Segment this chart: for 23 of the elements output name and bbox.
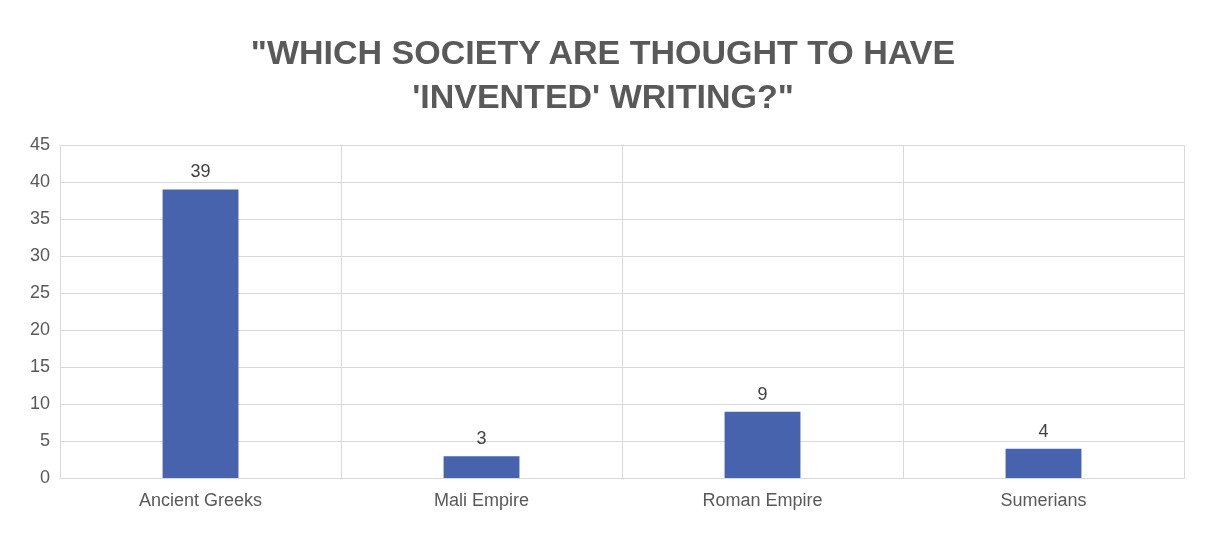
y-tick-label: 5	[40, 430, 51, 451]
x-tick-label: Sumerians	[1000, 490, 1087, 511]
y-tick-label: 45	[29, 133, 51, 154]
bar	[443, 456, 520, 478]
bar	[724, 411, 801, 478]
y-tick-label: 30	[29, 245, 51, 266]
y-tick-label: 10	[29, 393, 51, 414]
x-tick-label: Roman Empire	[702, 490, 823, 511]
y-tick-label: 15	[29, 356, 51, 377]
y-tick-label: 25	[29, 282, 51, 303]
data-label: 9	[757, 383, 768, 404]
x-tick-label: Ancient Greeks	[138, 490, 263, 511]
y-tick-label: 35	[29, 208, 51, 229]
x-tick-label: Mali Empire	[434, 490, 530, 511]
bar	[1005, 448, 1082, 478]
y-tick-label: 20	[29, 319, 51, 340]
data-label: 4	[1038, 420, 1049, 441]
data-label: 3	[476, 428, 487, 449]
data-label: 39	[190, 161, 211, 182]
bar	[162, 189, 239, 478]
y-tick-label: 40	[29, 171, 51, 192]
chart-title: "WHICH SOCIETY ARE THOUGHT TO HAVE 'INVENTED' WRITING?"	[249, 32, 957, 117]
y-tick-label: 0	[40, 467, 51, 488]
